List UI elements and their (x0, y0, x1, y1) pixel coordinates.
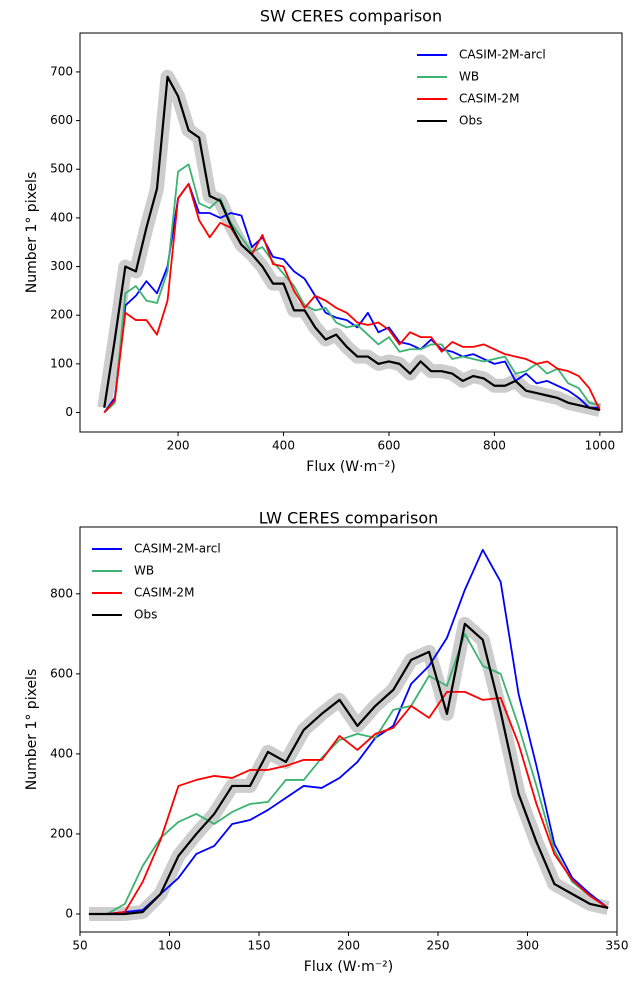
y-tick-label: 800 (50, 586, 73, 600)
series-line (88, 690, 609, 915)
legend-label: WB (459, 70, 479, 84)
legend-label: CASIM-2M-arcl (459, 48, 546, 62)
chart-title: SW CERES comparison (260, 7, 442, 26)
y-tick-label: 100 (50, 356, 73, 370)
x-tick-label: 200 (167, 439, 190, 453)
x-tick-label: 100 (158, 939, 181, 953)
series-line (88, 548, 609, 915)
series-line (103, 75, 601, 412)
y-axis-label: Number 1° pixels (24, 172, 40, 293)
y-tick-label: 200 (50, 308, 73, 322)
plot-frame (79, 32, 623, 433)
x-tick-label: 250 (427, 939, 450, 953)
x-axis-label: Flux (W·m⁻²) (306, 459, 395, 475)
legend-label: CASIM-2M (134, 586, 194, 600)
series-line (88, 632, 609, 915)
legend-label: CASIM-2M-arcl (134, 542, 221, 556)
y-tick-label: 700 (50, 64, 73, 78)
x-tick-label: 150 (248, 939, 271, 953)
x-tick-label: 200 (337, 939, 360, 953)
legend-label: CASIM-2M (459, 92, 519, 106)
x-axis-label: Flux (W·m⁻²) (304, 959, 393, 975)
x-tick-label: 300 (516, 939, 539, 953)
y-tick-label: 500 (50, 162, 73, 176)
series-line (103, 182, 601, 414)
y-tick-label: 400 (50, 210, 73, 224)
chart-title: LW CERES comparison (259, 509, 439, 528)
y-tick-label: 200 (50, 826, 73, 840)
x-tick-label: 600 (378, 439, 401, 453)
x-tick-label: 350 (606, 939, 629, 953)
legend-label: WB (134, 564, 154, 578)
y-axis-label: Number 1° pixels (24, 669, 40, 790)
obs-band (97, 69, 602, 417)
x-tick-label: 1000 (585, 439, 616, 453)
legend-label: Obs (134, 608, 157, 622)
series-line (103, 163, 601, 414)
legend-label: Obs (459, 114, 482, 128)
x-tick-label: 400 (272, 439, 295, 453)
series-line (103, 182, 600, 414)
x-tick-label: 800 (483, 439, 506, 453)
x-tick-label: 50 (72, 939, 87, 953)
y-tick-label: 300 (50, 259, 73, 273)
y-tick-label: 0 (65, 906, 73, 920)
y-tick-label: 600 (50, 113, 73, 127)
y-tick-label: 0 (65, 405, 73, 419)
y-tick-label: 600 (50, 666, 73, 680)
series-line (88, 622, 609, 916)
plot-area (88, 548, 610, 921)
plot-area (97, 69, 602, 417)
y-tick-label: 400 (50, 746, 73, 760)
